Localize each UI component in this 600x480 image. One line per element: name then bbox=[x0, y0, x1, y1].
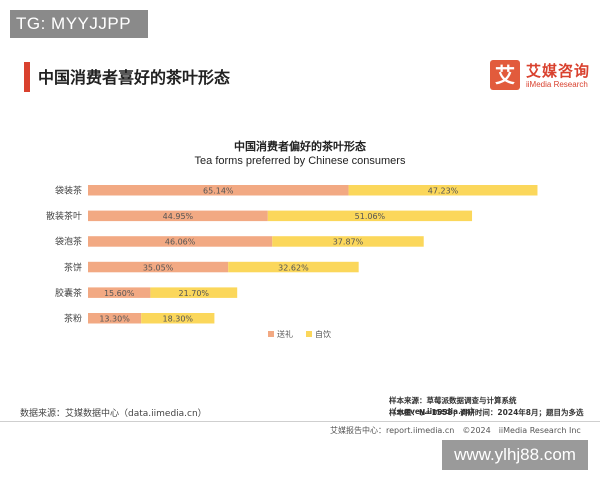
footer-divider bbox=[0, 421, 600, 422]
chart-title: 中国消费者偏好的茶叶形态 bbox=[234, 140, 366, 153]
category-label: 胶囊茶 bbox=[55, 287, 82, 299]
legend-swatch bbox=[268, 331, 274, 337]
bar-segment-gift bbox=[88, 287, 151, 298]
watermark-bottom-badge: www.ylhj88.com bbox=[442, 440, 588, 470]
legend-swatch bbox=[306, 331, 312, 337]
title-accent-bar bbox=[24, 62, 30, 92]
chart-subtitle: Tea forms preferred by Chinese consumers bbox=[194, 155, 406, 167]
data-label: 51.06% bbox=[355, 212, 386, 221]
legend-label: 自饮 bbox=[315, 329, 331, 339]
category-label: 袋装茶 bbox=[55, 185, 82, 197]
legend-label: 送礼 bbox=[277, 329, 293, 339]
sample-source: 样本来源：草莓派数据调查与计算系统（survey.iimedia.cn） bbox=[389, 396, 517, 416]
category-label: 袋泡茶 bbox=[55, 236, 82, 248]
sample-info: 样本量：N=1558；调研时间：2024年8月；题目为多选 bbox=[389, 408, 584, 417]
bar-segment-gift bbox=[88, 236, 273, 247]
bar-segment-self bbox=[150, 287, 238, 298]
category-label: 茶饼 bbox=[64, 261, 82, 273]
category-label: 散装茶叶 bbox=[46, 210, 82, 222]
page-title: 中国消费者喜好的茶叶形态 bbox=[38, 68, 231, 87]
data-label: 35.05% bbox=[143, 263, 174, 272]
data-label: 37.87% bbox=[333, 238, 364, 247]
bar-segment-self bbox=[228, 261, 359, 273]
logo-text-cn: 艾媒咨询 bbox=[526, 62, 591, 80]
footer-text: 艾媒报告中心：report.iimedia.cn ©2024 iiMedia R… bbox=[330, 426, 581, 435]
logo-icon: 艾 bbox=[490, 60, 520, 90]
data-label: 46.06% bbox=[165, 238, 196, 247]
bar-segment-gift bbox=[88, 313, 142, 324]
data-source-left: 数据来源：艾媒数据中心（data.iimedia.cn） bbox=[20, 409, 207, 419]
data-label: 47.23% bbox=[428, 187, 459, 196]
logo-text-en: iiMedia Research bbox=[526, 80, 588, 89]
data-label: 65.14% bbox=[203, 187, 234, 196]
data-label: 44.95% bbox=[163, 212, 194, 221]
data-label: 21.70% bbox=[179, 289, 210, 298]
bar-segment-gift bbox=[88, 210, 268, 222]
bar-segment-gift bbox=[88, 261, 229, 273]
data-label: 32.62% bbox=[278, 263, 309, 272]
bar-segment-self bbox=[272, 236, 424, 247]
bar-segment-self bbox=[141, 313, 215, 324]
bar-segment-gift bbox=[88, 185, 349, 196]
category-label: 茶粉 bbox=[64, 313, 82, 325]
data-label: 13.30% bbox=[99, 315, 130, 324]
bar-segment-self bbox=[267, 210, 473, 222]
watermark-top-badge: TG: MYYJJPP bbox=[10, 10, 148, 38]
bar-segment-self bbox=[348, 185, 538, 196]
data-label: 18.30% bbox=[163, 315, 194, 324]
data-label: 15.60% bbox=[104, 289, 135, 298]
